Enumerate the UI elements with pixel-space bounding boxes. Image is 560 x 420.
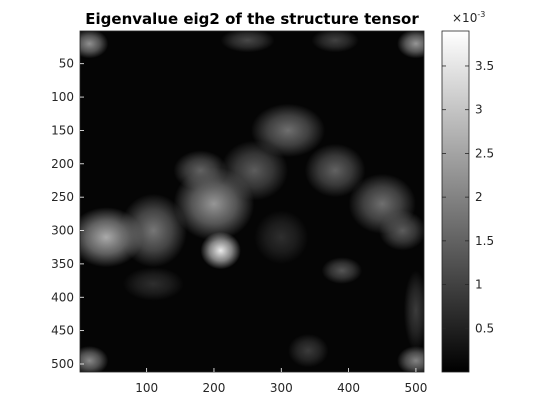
colorbar-tick-label: 1 xyxy=(475,278,483,292)
colorbar-tick-label: 2.5 xyxy=(475,146,494,160)
plot-frame xyxy=(79,30,425,373)
y-tick-label: 150 xyxy=(51,123,74,137)
heatmap-blob xyxy=(80,345,109,372)
y-tick-label: 250 xyxy=(51,190,74,204)
colorbar-tick-label: 2 xyxy=(475,190,483,204)
x-tick-label: 300 xyxy=(270,381,293,395)
y-tick-label: 100 xyxy=(51,90,74,104)
heatmap-blob xyxy=(397,31,424,59)
y-tick-label: 200 xyxy=(51,157,74,171)
heatmap-blob xyxy=(220,31,275,53)
heatmap-blob xyxy=(119,193,188,268)
heatmap-blob xyxy=(200,231,241,270)
colorbar-exponent: ×10-3 xyxy=(452,10,485,25)
colorbar-tick-label: 3.5 xyxy=(475,59,494,73)
y-tick-label: 300 xyxy=(51,224,74,238)
heatmap-blob xyxy=(304,143,366,198)
x-tick-label: 200 xyxy=(203,381,226,395)
y-tick-label: 350 xyxy=(51,257,74,271)
colorbar-tick-label: 0.5 xyxy=(475,321,494,335)
heatmap-blob xyxy=(80,31,109,59)
heatmap-blob xyxy=(173,150,228,191)
y-axis: 50 100 150 200 250 300 350 400 450 500 xyxy=(51,57,84,371)
heatmap-blob xyxy=(311,31,359,53)
heatmap-blob xyxy=(288,333,329,368)
heatmap-blob xyxy=(378,210,424,251)
y-tick-label: 500 xyxy=(51,357,74,371)
heatmap-blob xyxy=(321,257,363,284)
heatmap-blob xyxy=(123,267,184,301)
colorbar-tick-label: 1.5 xyxy=(475,234,494,248)
x-tick-label: 400 xyxy=(337,381,360,395)
y-tick-label: 400 xyxy=(51,290,74,304)
heatmap-field xyxy=(80,31,424,372)
chart-title: Eigenvalue eig2 of the structure tensor xyxy=(85,10,419,28)
y-tick-label: 50 xyxy=(59,57,74,71)
colorbar-tick-label: 3 xyxy=(475,103,483,117)
x-axis: 100 200 300 400 500 xyxy=(135,368,427,395)
heatmap-blob xyxy=(220,140,289,201)
heatmap-blob xyxy=(254,210,309,264)
heatmap-blob xyxy=(397,345,424,372)
colorbar xyxy=(441,30,470,373)
colorbar-ticks: 0.5 1 1.5 2 2.5 3 3.5 xyxy=(442,59,494,335)
x-tick-label: 500 xyxy=(404,381,427,395)
x-tick-label: 100 xyxy=(135,381,158,395)
y-tick-label: 450 xyxy=(51,324,74,338)
heatmap-blob xyxy=(403,270,424,351)
